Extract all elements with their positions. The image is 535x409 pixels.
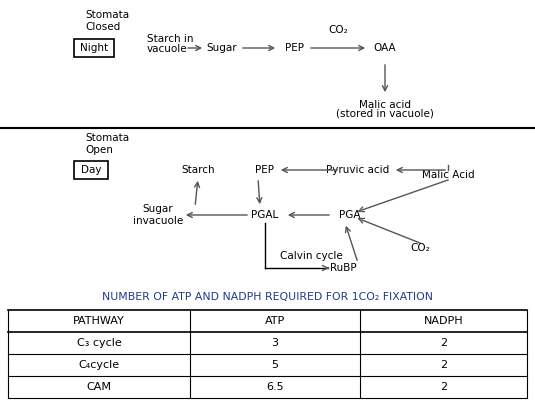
Text: C₃ cycle: C₃ cycle [77,338,121,348]
Text: Starch: Starch [181,165,215,175]
FancyBboxPatch shape [74,39,114,57]
Text: 2: 2 [440,338,447,348]
Text: Malic Acid: Malic Acid [422,170,475,180]
Text: 6.5: 6.5 [266,382,284,392]
Text: Sugar: Sugar [207,43,238,53]
Text: NADPH: NADPH [424,316,463,326]
Text: Day: Day [81,165,101,175]
Text: CAM: CAM [87,382,111,392]
Text: NUMBER OF ATP AND NADPH REQUIRED FOR 1CO₂ FIXATION: NUMBER OF ATP AND NADPH REQUIRED FOR 1CO… [102,292,432,302]
FancyBboxPatch shape [74,161,108,179]
Text: PGAL: PGAL [251,210,279,220]
Text: vacuole: vacuole [147,44,188,54]
Text: PEP: PEP [256,165,274,175]
Text: 5: 5 [271,360,279,370]
Text: 2: 2 [440,360,447,370]
Text: Malic acid: Malic acid [359,100,411,110]
Text: Calvin cycle: Calvin cycle [280,251,343,261]
Text: Stomata
Closed: Stomata Closed [85,10,129,31]
Text: Stomata
Open: Stomata Open [85,133,129,155]
Text: CO₂: CO₂ [410,243,430,253]
Text: CO₂: CO₂ [328,25,348,35]
Text: OAA: OAA [373,43,396,53]
Text: 2: 2 [440,382,447,392]
Text: Starch in: Starch in [147,34,194,44]
Text: Night: Night [80,43,108,53]
Text: 3: 3 [271,338,279,348]
Text: PGA: PGA [339,210,361,220]
Text: RuBP: RuBP [330,263,357,273]
Text: (stored in vacuole): (stored in vacuole) [336,109,434,119]
Text: Pyruvic acid: Pyruvic acid [326,165,389,175]
Text: C₄cycle: C₄cycle [79,360,119,370]
Text: ATP: ATP [265,316,285,326]
Text: Sugar
invacuole: Sugar invacuole [133,204,183,226]
Text: PEP: PEP [286,43,304,53]
Text: PATHWAY: PATHWAY [73,316,125,326]
